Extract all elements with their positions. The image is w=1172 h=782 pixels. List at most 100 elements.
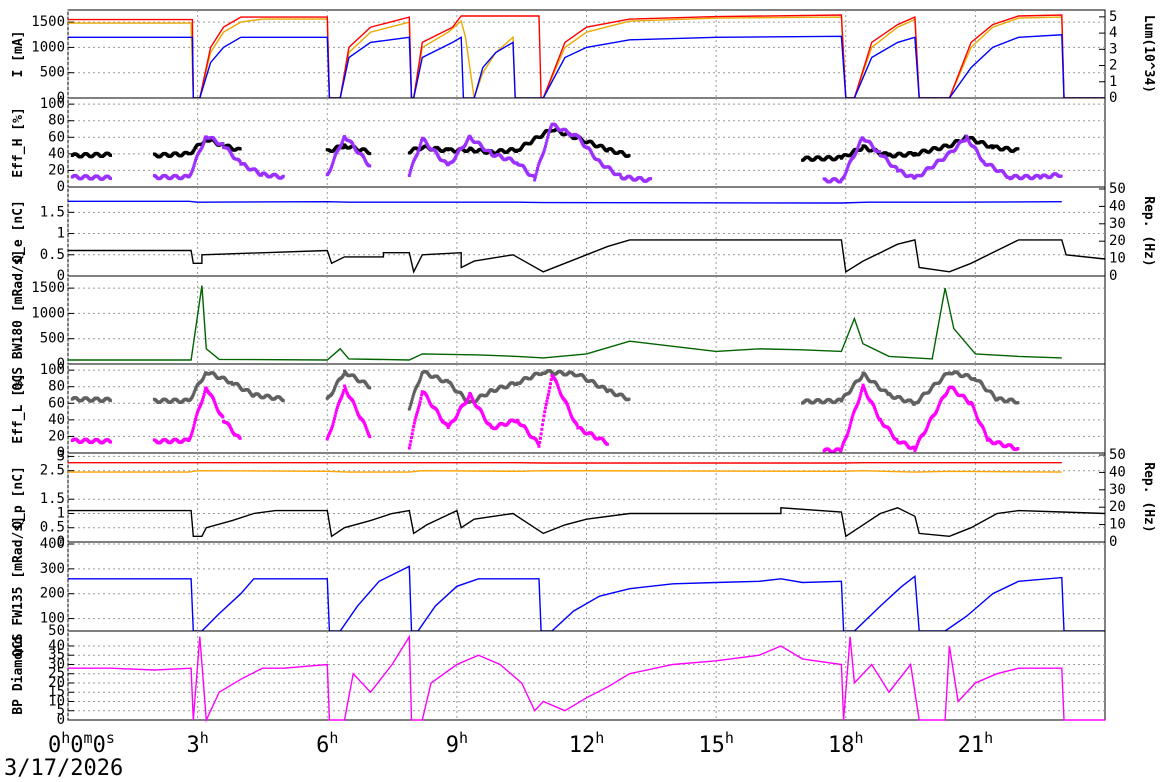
data-point: [973, 377, 977, 381]
data-point: [541, 418, 545, 422]
data-point: [546, 393, 550, 397]
y-right-tick-label: 30: [1109, 216, 1126, 232]
y-tick-label: 0.5: [40, 247, 65, 263]
data-point: [973, 411, 977, 415]
data-point: [544, 402, 548, 406]
data-point: [409, 403, 413, 407]
data-point: [895, 438, 899, 442]
y-tick-label: 0: [57, 356, 65, 372]
data-point: [108, 153, 112, 157]
data-point: [412, 421, 416, 425]
data-point: [340, 142, 344, 146]
data-point: [480, 411, 484, 415]
data-point: [229, 426, 233, 430]
data-point: [927, 422, 931, 426]
y-tick-label: 0: [57, 268, 65, 284]
x-tick-label: 6h: [316, 729, 338, 758]
data-point: [202, 374, 206, 378]
data-point: [853, 153, 857, 157]
data-point: [973, 408, 977, 412]
data-point: [546, 396, 550, 400]
data-point: [327, 433, 331, 437]
data-point: [215, 407, 219, 411]
data-point: [410, 166, 414, 170]
data-point: [410, 436, 414, 440]
data-point: [489, 424, 493, 428]
data-point: [569, 412, 573, 416]
y-right-tick-label: 0: [1109, 268, 1117, 284]
data-point: [916, 439, 920, 443]
data-point: [281, 399, 285, 403]
series-0: [70, 369, 1020, 411]
y-tick-label: 60: [48, 129, 65, 145]
data-point: [549, 378, 553, 382]
data-point: [365, 428, 369, 432]
panel-frame: [67, 541, 1106, 632]
data-point: [192, 163, 196, 167]
data-point: [198, 405, 202, 409]
y-tick-label: 0: [57, 90, 65, 106]
y-tick-label: 200: [40, 586, 65, 602]
data-point: [545, 138, 549, 142]
data-point: [536, 166, 540, 170]
y-tick-label: 2.5: [40, 463, 65, 479]
data-point: [926, 424, 930, 428]
data-point: [1016, 447, 1020, 451]
data-point: [548, 386, 552, 390]
data-point: [203, 373, 207, 377]
y-tick-label: 1.5: [40, 204, 65, 220]
data-point: [238, 436, 242, 440]
data-point: [849, 421, 853, 425]
data-point: [410, 400, 414, 404]
data-point: [201, 142, 205, 146]
data-point: [335, 408, 339, 412]
data-point: [489, 150, 493, 154]
y-tick-label: 1500: [31, 14, 65, 30]
data-point: [426, 397, 430, 401]
data-point: [410, 432, 414, 436]
data-point: [914, 445, 918, 449]
data-point: [844, 435, 848, 439]
data-point: [965, 136, 969, 140]
data-point: [191, 393, 195, 397]
data-point: [575, 423, 579, 427]
data-point: [539, 432, 543, 436]
data-point: [862, 387, 866, 391]
data-point: [189, 433, 193, 437]
data-point: [533, 175, 537, 179]
data-point: [446, 425, 450, 429]
data-point: [538, 158, 542, 162]
data-point: [525, 429, 529, 433]
data-point: [417, 146, 421, 150]
data-point: [618, 173, 622, 177]
data-point: [339, 396, 343, 400]
series-line-2: [68, 507, 1106, 538]
data-point: [193, 387, 197, 391]
data-point: [362, 156, 366, 160]
data-point: [839, 399, 843, 403]
panel-frame: [67, 452, 1106, 543]
data-point: [352, 401, 356, 405]
data-point: [354, 407, 358, 411]
data-point: [412, 390, 416, 394]
data-point: [984, 434, 988, 438]
data-point: [566, 404, 570, 408]
data-point: [983, 430, 987, 434]
data-point: [541, 153, 545, 157]
data-point: [411, 161, 415, 165]
data-point: [411, 428, 415, 432]
data-point: [332, 420, 336, 424]
data-point: [437, 412, 441, 416]
data-point: [203, 137, 207, 141]
date-label: 3/17/2026: [4, 756, 124, 781]
data-point: [353, 403, 357, 407]
data-point: [194, 415, 198, 419]
data-point: [569, 414, 573, 418]
data-point: [982, 428, 986, 432]
data-point: [857, 399, 861, 403]
data-point: [538, 436, 542, 440]
data-point: [325, 437, 329, 441]
data-point: [193, 389, 197, 393]
data-point: [193, 420, 197, 424]
data-point: [363, 424, 367, 428]
